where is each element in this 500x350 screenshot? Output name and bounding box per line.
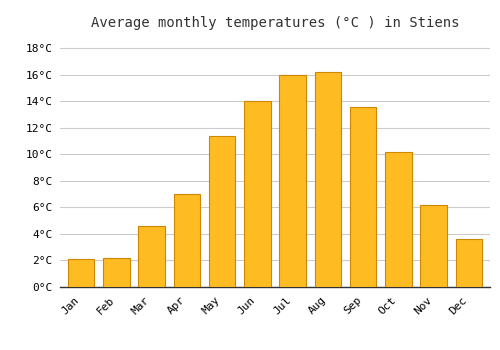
Bar <box>244 101 270 287</box>
Bar <box>350 107 376 287</box>
Title: Average monthly temperatures (°C ) in Stiens: Average monthly temperatures (°C ) in St… <box>91 16 459 30</box>
Bar <box>456 239 482 287</box>
Bar <box>138 226 165 287</box>
Bar <box>174 194 200 287</box>
Bar <box>209 136 236 287</box>
Bar <box>103 258 130 287</box>
Bar <box>68 259 94 287</box>
Bar <box>385 152 411 287</box>
Bar <box>314 72 341 287</box>
Bar <box>280 75 306 287</box>
Bar <box>420 205 447 287</box>
